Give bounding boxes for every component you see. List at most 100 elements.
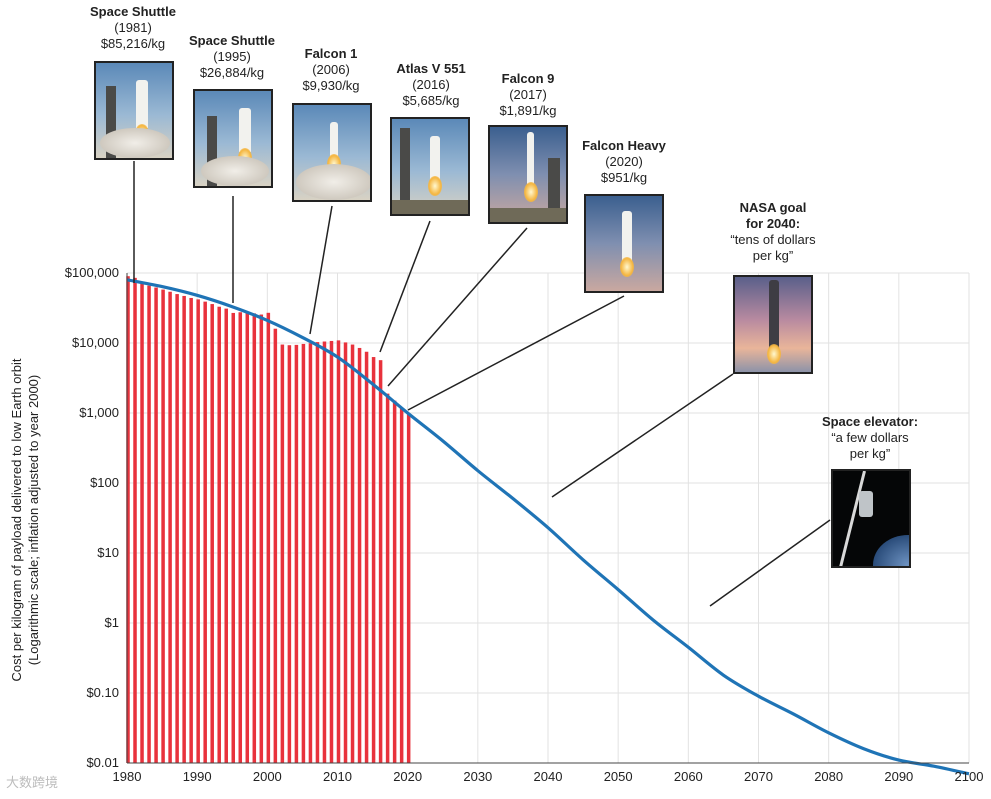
nasa-goal-photo bbox=[733, 275, 813, 374]
y-axis-label-line2: (Logarithmic scale; inflation adjusted t… bbox=[26, 375, 41, 666]
y-tick-label: $1,000 bbox=[79, 405, 119, 420]
annotation-shuttle-1981: Space Shuttle (1981) $85,216/kg bbox=[68, 4, 198, 52]
annotation-shuttle-1995: Space Shuttle (1995) $26,884/kg bbox=[167, 33, 297, 81]
bar bbox=[245, 311, 250, 763]
bar bbox=[210, 304, 214, 763]
bar bbox=[343, 342, 348, 763]
annotation-falcon9: Falcon 9 (2017) $1,891/kg bbox=[463, 71, 593, 119]
annotation-title: Space Shuttle bbox=[90, 4, 176, 19]
x-tick-label: 2010 bbox=[323, 769, 352, 784]
bar bbox=[385, 393, 390, 763]
bar bbox=[140, 282, 144, 763]
leader-line bbox=[309, 205, 333, 335]
shuttle-1995-photo bbox=[193, 89, 273, 188]
bar bbox=[322, 341, 327, 763]
bar bbox=[161, 289, 165, 763]
y-axis-title: Cost per kilogram of payload delivered t… bbox=[9, 358, 41, 681]
bar bbox=[350, 344, 355, 763]
y-tick-label: $0.01 bbox=[86, 755, 119, 770]
annotation-year: (2017) bbox=[509, 87, 547, 102]
bar bbox=[182, 295, 186, 763]
annotation-falcon-heavy: Falcon Heavy (2020) $951/kg bbox=[559, 138, 689, 186]
x-tick-label: 2030 bbox=[463, 769, 492, 784]
bar bbox=[329, 340, 334, 763]
x-tick-label: 1980 bbox=[113, 769, 142, 784]
x-tick-label: 2100 bbox=[955, 769, 984, 784]
bar bbox=[392, 400, 397, 763]
y-tick-label: $1 bbox=[105, 615, 119, 630]
annotation-title: Space elevator: bbox=[821, 414, 919, 429]
bar bbox=[315, 342, 320, 763]
annotation-space-elevator: Space elevator: “a few dollars per kg” bbox=[805, 414, 935, 462]
y-tick-label: $0.10 bbox=[86, 685, 119, 700]
bar bbox=[168, 291, 172, 763]
bar bbox=[378, 360, 383, 763]
trend-curve bbox=[126, 278, 970, 776]
bar bbox=[364, 351, 369, 763]
bar bbox=[287, 345, 292, 763]
bar bbox=[133, 277, 137, 763]
bar bbox=[217, 306, 221, 763]
annotation-year: (2006) bbox=[312, 62, 350, 77]
bar bbox=[294, 344, 299, 763]
annotation-cost: $1,891/kg bbox=[499, 103, 557, 118]
bar bbox=[336, 340, 341, 763]
y-tick-label: $10,000 bbox=[72, 335, 119, 350]
bar bbox=[189, 297, 193, 763]
annotation-cost: $951/kg bbox=[600, 170, 648, 185]
bar bbox=[231, 312, 236, 763]
x-tick-label: 2090 bbox=[884, 769, 913, 784]
bar bbox=[203, 301, 207, 763]
bar bbox=[308, 343, 313, 763]
annotation-atlas-v: Atlas V 551 (2016) $5,685/kg bbox=[366, 61, 496, 109]
axes: 1980 1990 2000 2010 2020 2030 2040 2050 2060 2070… bbox=[65, 265, 984, 784]
falcon1-photo bbox=[292, 103, 372, 202]
leader-lines bbox=[133, 161, 831, 607]
annotation-title: Space Shuttle bbox=[189, 33, 275, 48]
annotation-quote: “a few dollars bbox=[831, 430, 909, 445]
annotation-nasa-goal: NASA goal for 2040: “tens of dollars per… bbox=[708, 200, 838, 264]
bar bbox=[252, 313, 257, 763]
annotation-year: (1995) bbox=[213, 49, 251, 64]
x-tick-label: 2060 bbox=[674, 769, 703, 784]
annotation-title: Atlas V 551 bbox=[396, 61, 466, 76]
x-tick-label: 2070 bbox=[744, 769, 773, 784]
bar bbox=[406, 414, 411, 763]
leader-line bbox=[379, 220, 431, 353]
annotation-title: Falcon 9 bbox=[501, 71, 555, 86]
annotation-cost: $26,884/kg bbox=[199, 65, 265, 80]
annotation-title: NASA goal bbox=[739, 200, 807, 215]
bar bbox=[238, 312, 243, 763]
shuttle-1981-photo bbox=[94, 61, 174, 160]
watermark: 大数跨境 bbox=[6, 775, 59, 790]
annotation-cost: $5,685/kg bbox=[402, 93, 460, 108]
bar bbox=[371, 357, 376, 763]
atlas-v-photo bbox=[390, 117, 470, 216]
annotation-title: Falcon Heavy bbox=[582, 138, 666, 153]
bar bbox=[399, 407, 404, 763]
annotation-quote-2: per kg” bbox=[752, 248, 794, 263]
falcon-heavy-photo bbox=[584, 194, 664, 293]
cost-trend-line bbox=[126, 278, 970, 776]
y-tick-label: $100 bbox=[90, 475, 119, 490]
y-tick-label: $100,000 bbox=[65, 265, 119, 280]
falcon9-photo bbox=[488, 125, 568, 224]
bar bbox=[175, 294, 179, 763]
x-tick-label: 2000 bbox=[253, 769, 282, 784]
x-tick-label: 2040 bbox=[534, 769, 563, 784]
x-tick-label: 1990 bbox=[183, 769, 212, 784]
annotation-quote: “tens of dollars bbox=[730, 232, 816, 247]
annotation-year: (2020) bbox=[605, 154, 643, 169]
bar bbox=[126, 276, 130, 763]
leader-line bbox=[551, 373, 734, 498]
annotation-quote-2: per kg” bbox=[849, 446, 891, 461]
annotation-falcon1: Falcon 1 (2006) $9,930/kg bbox=[266, 46, 396, 94]
space-elevator-photo bbox=[831, 469, 911, 568]
bar bbox=[147, 285, 151, 763]
annotation-year: (2016) bbox=[412, 77, 450, 92]
bar bbox=[357, 347, 362, 763]
annotation-cost: $85,216/kg bbox=[100, 36, 166, 51]
y-tick-label: $10 bbox=[97, 545, 119, 560]
bar bbox=[273, 328, 278, 763]
